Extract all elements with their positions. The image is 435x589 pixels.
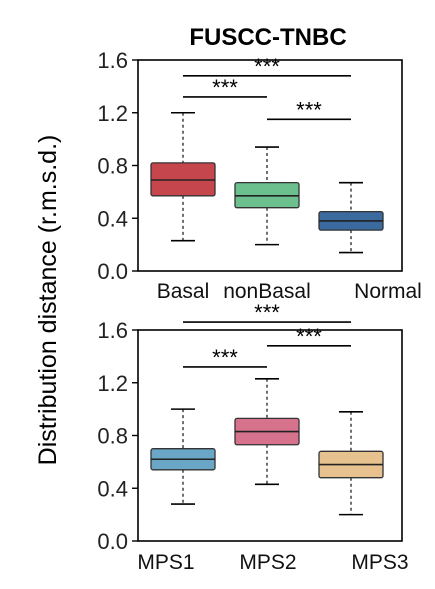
significance-label: *** [212, 75, 238, 100]
x-category-label: MPS3 [351, 551, 408, 574]
y-axis-label: Distribution distance (r.m.s.d.) [34, 135, 62, 466]
significance-label: *** [254, 54, 280, 79]
x-category-label: Basal [157, 280, 210, 303]
significance-label: *** [296, 97, 322, 122]
panel-bottom: 0.0 0.4 0.8 1.2 1.6 MPS1 MPS2 MPS3 *** *** *** [97, 300, 408, 574]
x-category-label: nonBasal [223, 280, 311, 303]
box-normal [318, 181, 384, 254]
x-category-label: MPS2 [239, 551, 296, 574]
y-tick-label: 1.2 [97, 371, 128, 396]
x-category-label: Normal [354, 280, 422, 303]
y-tick-label: 1.6 [97, 318, 128, 343]
y-tick-label: 0.8 [97, 154, 128, 179]
box-mps2 [234, 377, 300, 486]
chart-title: FUSCC-TNBC [189, 24, 346, 51]
y-tick-label: 0.4 [97, 476, 128, 501]
box-mps1 [150, 408, 216, 505]
box-basal [150, 111, 216, 242]
box-nonbasal [234, 146, 300, 246]
significance-label: *** [296, 324, 322, 349]
y-tick-label: 0.0 [97, 529, 128, 554]
significance-label: *** [254, 300, 280, 325]
y-tick-label: 0.8 [97, 424, 128, 449]
y-tick-label: 0.0 [97, 259, 128, 284]
y-tick-label: 0.4 [97, 206, 128, 231]
significance-label: *** [212, 345, 238, 370]
box-mps3 [318, 410, 384, 516]
y-tick-label: 1.2 [97, 101, 128, 126]
y-tick-label: 1.6 [97, 48, 128, 73]
panel-top: 0.0 0.4 0.8 1.2 1.6 Basal nonBasal Normal *** ***… [97, 48, 421, 303]
x-category-label: MPS1 [137, 551, 194, 574]
